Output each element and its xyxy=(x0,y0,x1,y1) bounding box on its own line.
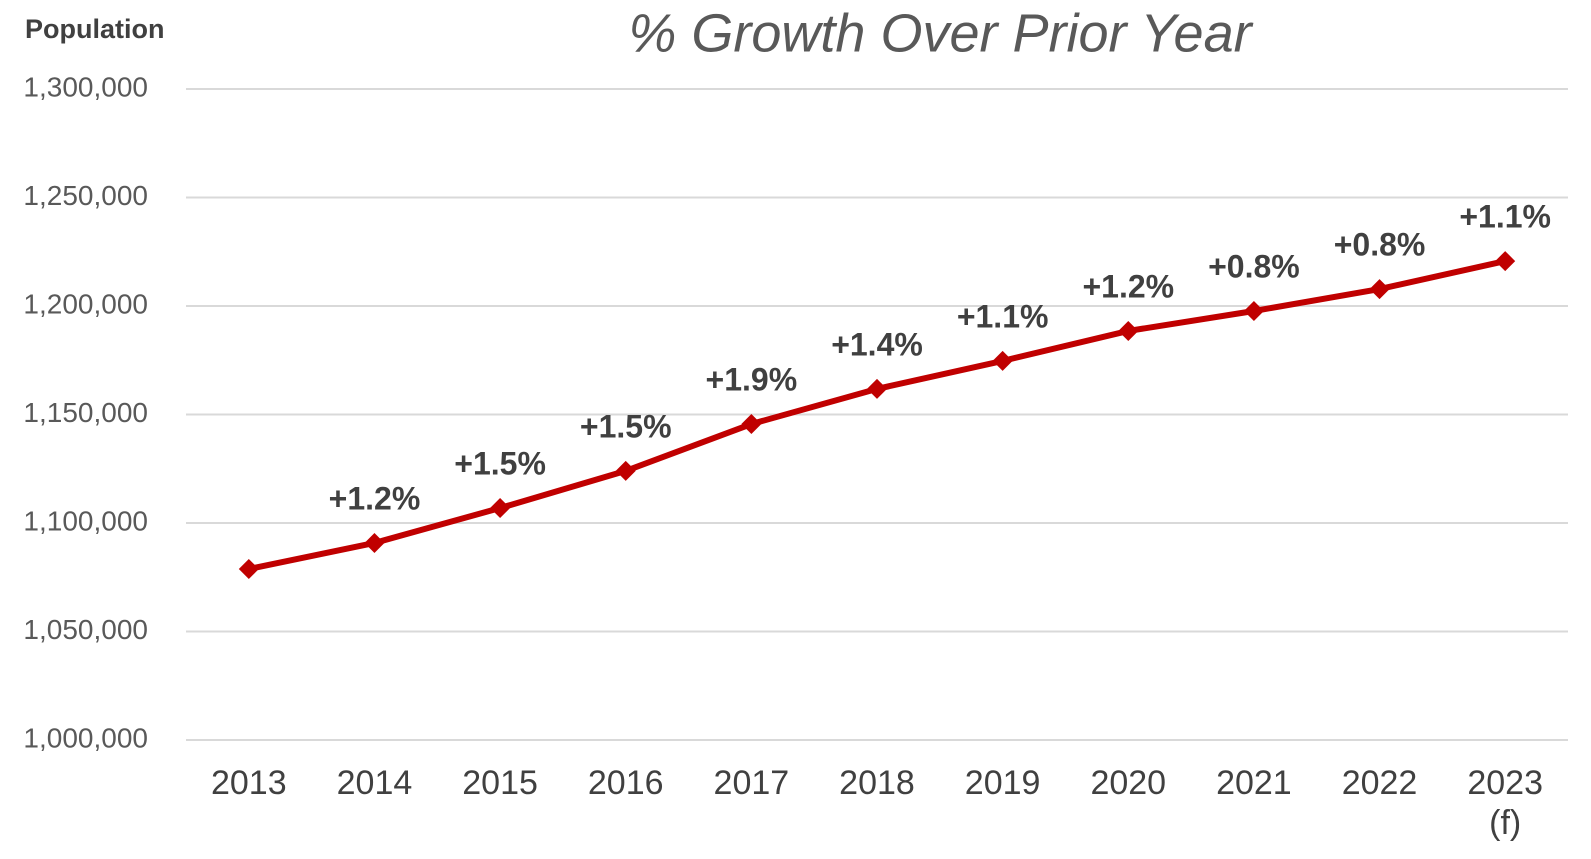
marker xyxy=(364,532,385,553)
y-tick-label: 1,150,000 xyxy=(23,397,148,428)
chart-title: % Growth Over Prior Year xyxy=(628,3,1253,63)
y-tick-label: 1,200,000 xyxy=(23,288,148,319)
marker xyxy=(992,350,1013,371)
x-tick-label: 2023 (f) xyxy=(1467,764,1543,842)
x-tick-label: 2016 xyxy=(587,764,664,802)
marker xyxy=(615,460,636,481)
y-tick-label: 1,300,000 xyxy=(23,71,148,102)
x-tick-label: 2013 xyxy=(210,764,287,802)
y-tick-label: 1,100,000 xyxy=(23,505,148,536)
annotation: +0.8% xyxy=(1208,248,1300,284)
y-tick-label: 1,050,000 xyxy=(23,614,148,645)
annotation: +1.5% xyxy=(580,408,672,444)
x-tick-label: 2022 xyxy=(1341,764,1418,802)
annotation: +1.1% xyxy=(957,298,1049,334)
annotation: +1.5% xyxy=(454,445,546,481)
x-tick-label: 2021 xyxy=(1216,764,1292,802)
x-tick-label: 2015 xyxy=(462,764,538,802)
y-axis-label: Population xyxy=(25,14,164,44)
marker xyxy=(238,559,259,580)
y-tick-label: 1,250,000 xyxy=(23,180,148,211)
annotation: +1.2% xyxy=(1082,268,1174,304)
marker xyxy=(1495,251,1516,272)
x-tick-label: 2020 xyxy=(1090,764,1167,802)
marker xyxy=(1369,279,1390,300)
annotation: +1.4% xyxy=(831,326,923,362)
x-tick-label: 2014 xyxy=(336,764,413,802)
annotation: +0.8% xyxy=(1334,227,1426,263)
annotation: +1.9% xyxy=(706,362,798,398)
marker xyxy=(1118,320,1139,341)
marker xyxy=(490,498,511,519)
y-tick-label: 1,000,000 xyxy=(23,722,148,753)
marker xyxy=(741,414,762,435)
marker xyxy=(867,378,887,399)
annotation: +1.1% xyxy=(1459,199,1551,235)
x-tick-label: 2017 xyxy=(713,764,790,802)
marker xyxy=(1243,300,1264,321)
annotation: +1.2% xyxy=(329,480,421,516)
x-tick-label: 2019 xyxy=(964,764,1041,802)
x-tick-label: 2018 xyxy=(839,764,915,802)
